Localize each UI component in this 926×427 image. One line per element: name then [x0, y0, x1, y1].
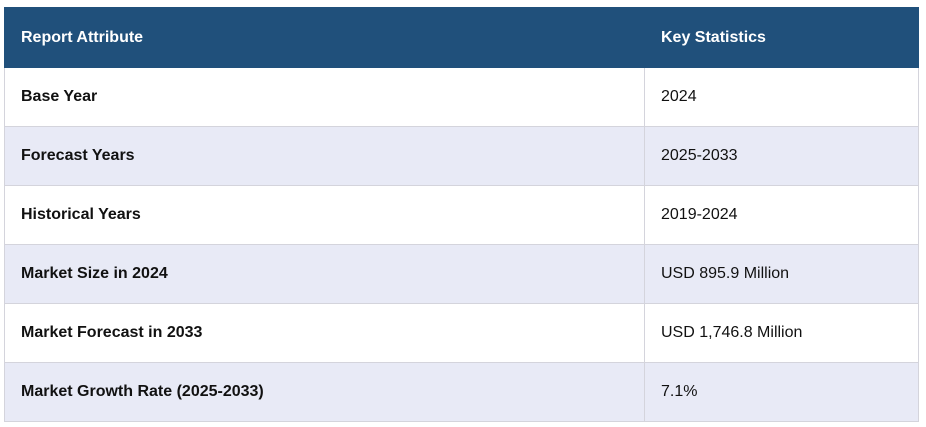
header-cell: Key Statistics [644, 7, 919, 68]
attribute-cell: Historical Years [4, 185, 645, 245]
table-row: Base Year 2024 [4, 67, 919, 127]
table-row: Market Forecast in 2033 USD 1,746.8 Milli… [4, 303, 919, 363]
table-row: Forecast Years 2025-2033 [4, 126, 919, 186]
value-cell: 2019-2024 [644, 185, 919, 245]
value-cell: 2025-2033 [644, 126, 919, 186]
header-cell: Report Attribute [4, 7, 645, 68]
attribute-cell: Market Size in 2024 [4, 244, 645, 304]
table-body: Base Year 2024 Forecast Years 2025-2033 Hist… [4, 67, 919, 422]
table-row: Market Size in 2024 USD 895.9 Million [4, 244, 919, 304]
value-cell: USD 1,746.8 Million [644, 303, 919, 363]
attribute-cell: Forecast Years [4, 126, 645, 186]
value-cell: 2024 [644, 67, 919, 127]
header-row: Report Attribute Key Statistics [4, 7, 919, 68]
table-row: Historical Years 2019-2024 [4, 185, 919, 245]
attribute-cell: Market Growth Rate (2025-2033) [4, 362, 645, 422]
value-cell: USD 895.9 Million [644, 244, 919, 304]
table-row: Market Growth Rate (2025-2033) 7.1% [4, 362, 919, 422]
report-table: Report Attribute Key Statistics Base Year… [4, 7, 919, 422]
value-cell: 7.1% [644, 362, 919, 422]
attribute-cell: Market Forecast in 2033 [4, 303, 645, 363]
attribute-cell: Base Year [4, 67, 645, 127]
